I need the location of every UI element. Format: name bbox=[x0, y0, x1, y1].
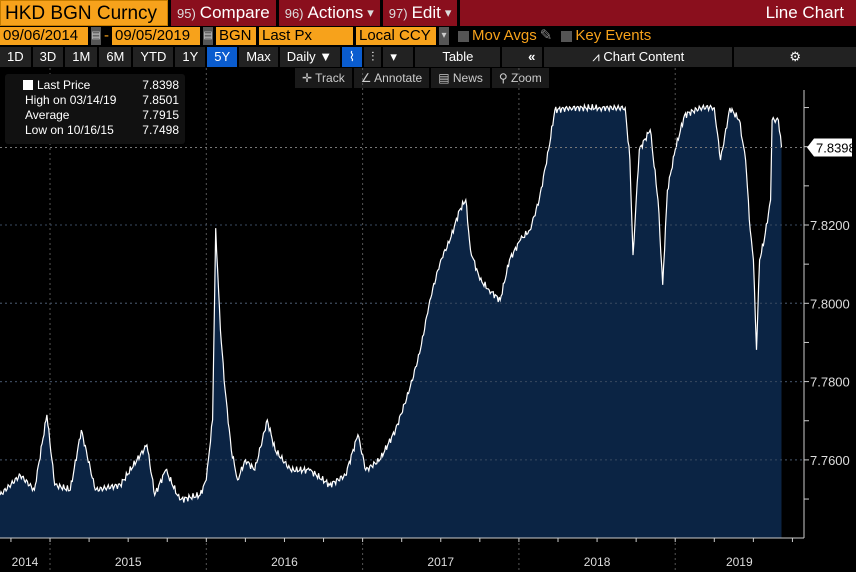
chart-toolbar: 1D 3D 1M 6M YTD 1Y 5Y Max Daily ▼ ⌇ ⫶ ▾ … bbox=[0, 47, 856, 67]
collapse-icon[interactable]: « bbox=[502, 47, 543, 67]
source-field[interactable]: BGN bbox=[216, 27, 256, 45]
legend-last-price[interactable]: Last Price 7.8398 bbox=[11, 78, 179, 93]
legend-value: 7.7915 bbox=[142, 108, 179, 122]
crosshair-icon: ✛ bbox=[302, 71, 316, 85]
actions-button[interactable]: 96) Actions ▾ bbox=[278, 0, 380, 26]
start-date-field[interactable]: 09/06/2014 bbox=[0, 27, 88, 45]
table-button[interactable]: Table bbox=[415, 47, 501, 67]
legend-value: 7.8501 bbox=[142, 93, 179, 107]
legend-label: Last Price bbox=[37, 78, 91, 92]
legend-average: Average 7.7915 bbox=[11, 108, 179, 123]
x-tick-label: 2018 bbox=[584, 555, 611, 569]
price-area bbox=[0, 104, 782, 538]
field-select[interactable]: Last Px bbox=[259, 27, 353, 45]
edit-label: Edit bbox=[411, 3, 441, 22]
compare-label: Compare bbox=[199, 3, 270, 22]
legend-value: 7.7498 bbox=[142, 123, 179, 137]
chart-content-label: Chart Content bbox=[603, 49, 685, 64]
period-3d[interactable]: 3D bbox=[32, 47, 64, 67]
header-bar: HKD BGN Curncy 95) Compare 96) Actions ▾ 97… bbox=[0, 0, 856, 26]
last-price-label: 7.8398 bbox=[816, 140, 856, 155]
actions-label: Actions bbox=[307, 3, 364, 22]
y-tick-label: 7.7800 bbox=[810, 375, 850, 390]
y-tick-label: 7.7600 bbox=[810, 453, 850, 468]
price-chart[interactable]: 7.7600 7.7800 7.8000 7.8200 7.8398 2014 2015 20… bbox=[0, 68, 856, 572]
legend-label: High on 03/14/19 bbox=[25, 93, 117, 107]
pencil-icon[interactable]: ✎ bbox=[539, 27, 553, 44]
page-title: Line Chart bbox=[460, 0, 856, 26]
calendar-icon[interactable]: ▤ bbox=[203, 27, 213, 45]
period-1m[interactable]: 1M bbox=[65, 47, 98, 67]
compare-num: 95) bbox=[177, 5, 196, 21]
period-1d[interactable]: 1D bbox=[0, 47, 31, 67]
key-events-checkbox[interactable] bbox=[561, 31, 573, 42]
period-1y[interactable]: 1Y bbox=[175, 47, 206, 67]
chart-legend: Last Price 7.8398 High on 03/14/19 7.8501 … bbox=[5, 74, 185, 144]
legend-high: High on 03/14/19 7.8501 bbox=[11, 93, 179, 108]
news-button[interactable]: ▤ News bbox=[431, 68, 490, 88]
legend-label: Average bbox=[25, 108, 70, 122]
y-tick-label: 7.8200 bbox=[810, 218, 850, 233]
price-line bbox=[0, 102, 783, 503]
actions-num: 96) bbox=[284, 5, 304, 21]
annotate-icon: ∠ bbox=[360, 71, 375, 85]
legend-low: Low on 10/16/15 7.7498 bbox=[11, 123, 179, 138]
chart-content-icon: ⩘ bbox=[592, 49, 604, 64]
news-icon: ▤ bbox=[438, 71, 453, 85]
edit-num: 97) bbox=[388, 5, 408, 21]
mov-avgs-checkbox[interactable] bbox=[458, 31, 469, 42]
chart-content-button[interactable]: ⩘ Chart Content bbox=[544, 47, 733, 67]
edit-button[interactable]: 97) Edit ▾ bbox=[382, 0, 458, 26]
x-tick-label: 2019 bbox=[726, 555, 753, 569]
line-chart-icon[interactable]: ⌇ bbox=[341, 47, 363, 67]
date-separator: - bbox=[104, 27, 109, 44]
last-price-tag bbox=[807, 138, 852, 157]
annotate-label: Annotate bbox=[374, 71, 423, 85]
mov-avgs-label[interactable]: Mov Avgs bbox=[472, 27, 537, 44]
chevron-down-icon: ▾ bbox=[367, 5, 374, 20]
frequency-select[interactable]: Daily ▼ bbox=[279, 47, 340, 67]
annotate-button[interactable]: ∠ Annotate bbox=[353, 68, 430, 88]
chevron-down-icon[interactable]: ▾ bbox=[383, 47, 414, 67]
compare-button[interactable]: 95) Compare bbox=[171, 0, 276, 26]
series-color-swatch bbox=[23, 80, 33, 90]
bar-chart-icon[interactable]: ⫶ bbox=[364, 47, 382, 67]
x-tick-label: 2017 bbox=[427, 555, 454, 569]
chevron-down-icon: ▾ bbox=[444, 5, 452, 20]
x-tick-label: 2015 bbox=[115, 555, 142, 569]
track-button[interactable]: ✛ Track bbox=[295, 68, 352, 88]
currency-select[interactable]: Local CCY bbox=[356, 27, 436, 45]
news-label: News bbox=[452, 71, 483, 85]
x-tick-label: 2016 bbox=[271, 555, 298, 569]
params-bar: 09/06/2014 ▤ - 09/05/2019 ▤ BGN Last Px … bbox=[0, 27, 856, 45]
gear-icon[interactable]: ⚙ bbox=[734, 47, 856, 67]
legend-value: 7.8398 bbox=[142, 78, 179, 92]
y-tick-label: 7.8000 bbox=[810, 296, 850, 311]
ticker-field[interactable]: HKD BGN Curncy bbox=[0, 0, 168, 26]
calendar-icon[interactable]: ▤ bbox=[91, 27, 101, 45]
period-5y[interactable]: 5Y bbox=[207, 47, 238, 67]
period-6m[interactable]: 6M bbox=[99, 47, 132, 67]
end-date-field[interactable]: 09/05/2019 bbox=[112, 27, 200, 45]
period-max[interactable]: Max bbox=[239, 47, 278, 67]
period-ytd[interactable]: YTD bbox=[133, 47, 174, 67]
track-label: Track bbox=[315, 71, 345, 85]
chevron-down-icon[interactable]: ▾ bbox=[439, 27, 449, 45]
key-events-label[interactable]: Key Events bbox=[575, 27, 652, 44]
search-icon: ⚲ bbox=[498, 71, 512, 85]
x-tick-label: 2014 bbox=[12, 555, 39, 569]
legend-label: Low on 10/16/15 bbox=[25, 123, 114, 137]
